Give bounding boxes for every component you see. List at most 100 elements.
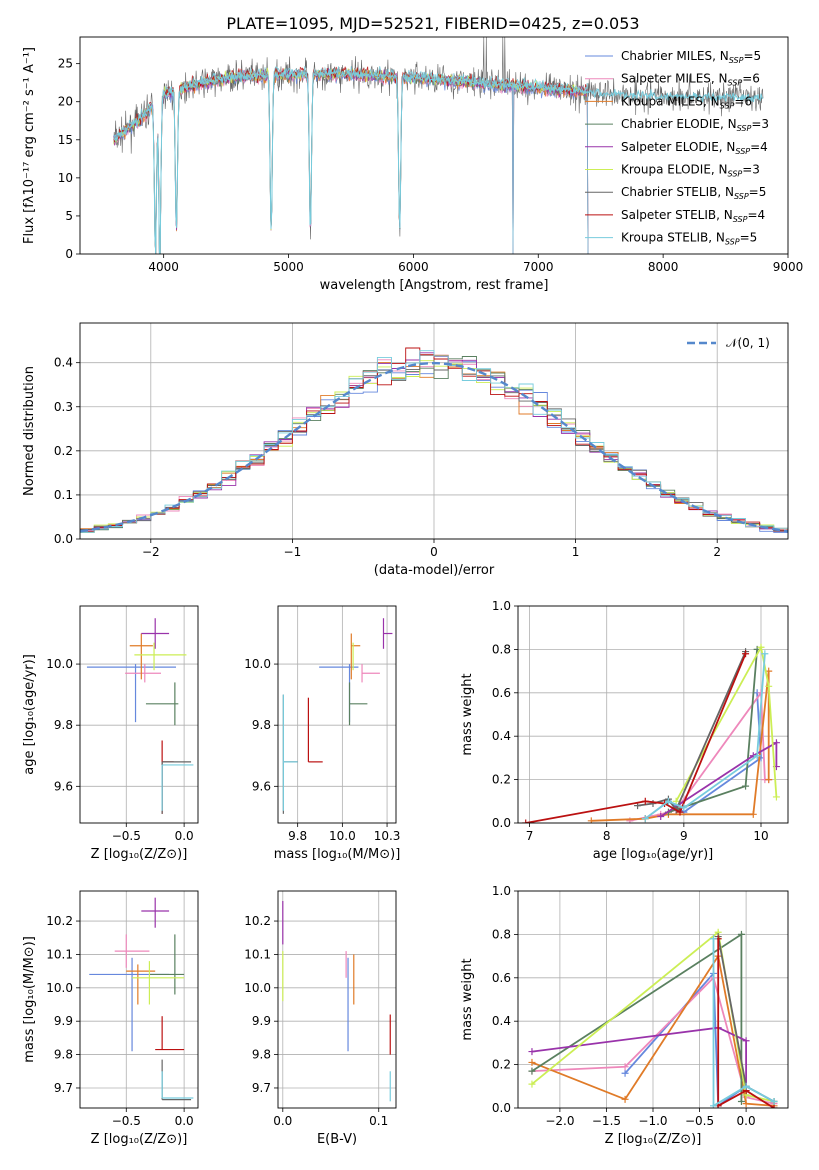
weight-marker-salpeter-miles bbox=[621, 1063, 629, 1071]
axes-frame bbox=[517, 605, 789, 824]
weight-marker-kroupa-stelib bbox=[641, 815, 649, 823]
weight-marker-chabrier-elodie bbox=[737, 1097, 745, 1105]
errorbar-point-chabrier-miles bbox=[89, 957, 170, 1052]
y-tick-label: 0.1 bbox=[54, 488, 73, 502]
weight-marker-kroupa-elodie bbox=[765, 682, 773, 690]
x-tick-label: 9000 bbox=[773, 260, 804, 274]
y-tick-label: 9.8 bbox=[252, 718, 271, 732]
plot-area bbox=[113, 37, 764, 254]
weight-marker-kroupa-miles bbox=[587, 817, 595, 823]
weight-marker-salpeter-stelib bbox=[770, 1104, 778, 1108]
y-tick-label: 10.1 bbox=[244, 947, 271, 961]
weight-marker-kroupa-stelib bbox=[770, 1097, 778, 1105]
x-tick-label: 1 bbox=[572, 545, 580, 559]
errorbar-point-chabrier-stelib bbox=[282, 694, 298, 814]
weight-marker-kroupa-elodie bbox=[772, 793, 780, 801]
y-tick-label: 10.2 bbox=[46, 914, 73, 928]
y-tick-label: 25 bbox=[58, 57, 73, 71]
weight-marker-salpeter-elodie bbox=[528, 1048, 536, 1056]
weight-marker-kroupa-stelib bbox=[664, 797, 672, 805]
weight-line-kroupa-miles bbox=[591, 671, 770, 822]
weight-marker-salpeter-elodie bbox=[742, 1037, 750, 1045]
y-tick-label: 0.2 bbox=[54, 444, 73, 458]
x-tick-label: −2 bbox=[142, 545, 160, 559]
y-tick-label: 0 bbox=[65, 247, 73, 261]
figure-title: PLATE=1095, MJD=52521, FIBERID=0425, z=0… bbox=[226, 14, 639, 33]
y-tick-label: 0.2 bbox=[492, 1058, 511, 1072]
weight-marker-kroupa-miles bbox=[765, 776, 773, 784]
weight-line-chabrier-elodie bbox=[531, 932, 743, 1102]
axes-frame bbox=[517, 890, 789, 1109]
x-axis-label: wavelength [Angstrom, rest frame] bbox=[320, 278, 549, 293]
x-axis-label: Z [log₁₀(Z/Z⊙)] bbox=[91, 1132, 188, 1147]
y-tick-label: 9.8 bbox=[54, 1048, 73, 1062]
weight-marker-chabrier-stelib bbox=[649, 799, 657, 807]
normal-curve bbox=[80, 361, 788, 533]
x-tick-label: −0.5 bbox=[685, 1114, 714, 1128]
panel-mass_vs_Z: −0.5 0.0 9.7 9.8 9.9 10.0 10.1 10.2 Z [log₁₀(Z/Z… bbox=[22, 890, 199, 1147]
weight-marker-kroupa-stelib bbox=[680, 804, 688, 812]
y-tick-label: 5 bbox=[65, 209, 73, 223]
x-tick-label: 0.0 bbox=[175, 829, 194, 843]
x-tick-label: 10.0 bbox=[329, 829, 356, 843]
plot-area bbox=[86, 618, 194, 814]
axes-frame bbox=[79, 605, 199, 824]
x-tick-label: 8 bbox=[603, 829, 611, 843]
weight-marker-salpeter-stelib bbox=[522, 819, 530, 823]
weight-marker-kroupa-elodie bbox=[757, 643, 765, 651]
y-tick-label: 0.0 bbox=[492, 816, 511, 830]
weight-marker-chabrier-miles bbox=[621, 1069, 629, 1077]
histogram-step-kroupa-stelib bbox=[80, 350, 788, 533]
y-tick-label: 0.4 bbox=[492, 729, 511, 743]
panel-spectrum: 4000 5000 6000 7000 8000 9000 0 5 10 15 20 25 wavele… bbox=[22, 36, 804, 293]
weight-marker-chabrier-elodie bbox=[528, 1067, 536, 1075]
x-axis-label: E(B-V) bbox=[317, 1132, 357, 1147]
weight-marker-chabrier-elodie bbox=[737, 930, 745, 938]
x-tick-label: −0.5 bbox=[112, 1114, 141, 1128]
legend-label-normal: 𝒩(0, 1) bbox=[726, 336, 770, 350]
legend-label-chabrier-stelib: Chabrier STELIB, NSSP=5 bbox=[621, 185, 766, 201]
errorbar-point-chabrier-elodie bbox=[348, 682, 368, 726]
axes-frame bbox=[79, 322, 789, 540]
weight-marker-chabrier-elodie bbox=[742, 782, 750, 790]
y-tick-label: 9.9 bbox=[54, 1014, 73, 1028]
y-tick-label: 0.6 bbox=[492, 971, 511, 985]
errorbar-point-kroupa-stelib bbox=[161, 764, 194, 811]
errorbar-point-salpeter-stelib bbox=[155, 1016, 185, 1051]
y-tick-label: 0.8 bbox=[492, 642, 511, 656]
errorbar-point-salpeter-elodie bbox=[141, 618, 170, 649]
legend-label-kroupa-miles: Kroupa MILES, NSSP=6 bbox=[621, 94, 752, 110]
y-tick-label: 10.0 bbox=[244, 981, 271, 995]
panel-age_vs_Z: −0.5 0.0 9.6 9.8 10.0 Z [log₁₀(Z/Z⊙)] age [log… bbox=[22, 605, 199, 862]
x-axis-label: Z [log₁₀(Z/Z⊙)] bbox=[605, 1132, 702, 1147]
axes-frame bbox=[277, 605, 397, 824]
errorbar-point-chabrier-stelib bbox=[161, 761, 192, 814]
x-tick-label: 0.0 bbox=[273, 1114, 292, 1128]
errorbar-point-kroupa-stelib bbox=[282, 694, 298, 811]
weight-marker-salpeter-stelib bbox=[742, 650, 750, 658]
model-line-kroupa-stelib bbox=[113, 68, 763, 254]
weight-marker-salpeter-stelib bbox=[676, 808, 684, 816]
y-tick-label: 0.0 bbox=[54, 532, 73, 546]
weight-marker-kroupa-stelib bbox=[742, 1082, 750, 1090]
errorbar-point-chabrier-elodie bbox=[145, 682, 179, 726]
errorbar-point-salpeter-stelib bbox=[161, 740, 174, 814]
weight-marker-kroupa-stelib bbox=[761, 650, 769, 658]
legend-label-chabrier-miles: Chabrier MILES, NSSP=5 bbox=[621, 49, 761, 65]
errorbar-point-kroupa-elodie bbox=[132, 961, 185, 1005]
x-tick-label: 9.8 bbox=[288, 829, 307, 843]
y-tick-label: 1.0 bbox=[492, 599, 511, 613]
legend-label-chabrier-elodie: Chabrier ELODIE, NSSP=3 bbox=[621, 117, 769, 133]
errorbar-point-salpeter-miles bbox=[125, 664, 161, 683]
y-tick-label: 0.4 bbox=[54, 356, 73, 370]
plot-area bbox=[282, 901, 391, 1102]
y-tick-label: 10.2 bbox=[244, 914, 271, 928]
weight-marker-kroupa-elodie bbox=[528, 1080, 536, 1088]
weight-line-salpeter-stelib bbox=[717, 938, 775, 1108]
x-tick-label: 9 bbox=[680, 829, 688, 843]
y-tick-label: 10.1 bbox=[46, 947, 73, 961]
model-line-salpeter-elodie bbox=[113, 67, 589, 254]
y-tick-label: 9.8 bbox=[252, 1048, 271, 1062]
weight-marker-kroupa-stelib bbox=[753, 752, 761, 760]
